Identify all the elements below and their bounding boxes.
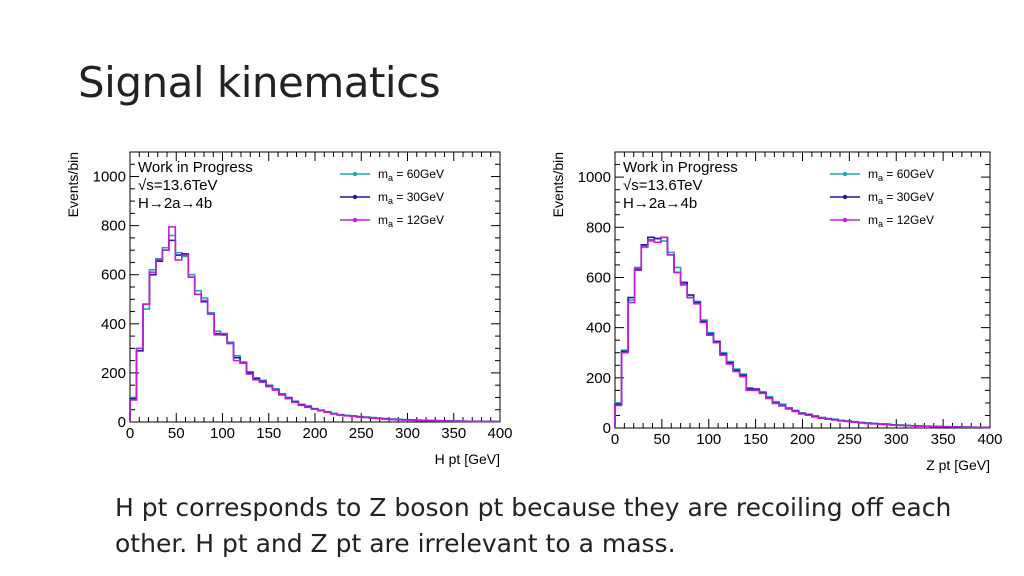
chart-2-annotation-line: H→2a→4b [623,195,697,212]
z-pt-histogram: 0 50 100 150 200 250 300 350 400 0 200 400 600 800 100… [550,151,1003,473]
chart-1-y-tick-label: 800 [101,218,126,235]
chart-2-y-tick-label: 600 [586,269,611,286]
chart-2-legend-label: ma = 30GeV [868,190,934,206]
chart-2-x-tick-label: 0 [611,431,619,448]
chart-1-x-tick-label: 350 [441,425,466,442]
chart-1-y-tick-label: 1000 [93,169,126,186]
chart-1-legend-label: ma = 60GeV [378,167,444,183]
chart-1-legend-marker [352,217,358,223]
chart-1-legend-marker [352,194,358,200]
chart-1-y-tick-label: 200 [101,365,126,382]
chart-2-x-axis-title: Z pt [GeV] [926,457,990,473]
chart-1-y-tick-label: 0 [118,414,126,431]
chart-1-x-tick-label: 50 [168,425,185,442]
chart-1-x-axis-title: H pt [GeV] [435,451,500,467]
chart-1-y-axis-title: Events/bin [65,152,81,217]
chart-1-x-tick-label: 0 [126,425,134,442]
chart-1-x-tick-label: 150 [256,425,281,442]
chart-2-x-tick-label: 100 [696,431,721,448]
chart-2-series-0-line [614,237,990,429]
chart-2-x-tick-label: 200 [790,431,815,448]
chart-1-x-tick-label: 300 [395,425,420,442]
chart-1-annotation-line: H→2a→4b [138,195,212,212]
chart-2-x-tick-label: 350 [931,431,956,448]
chart-2-y-tick-label: 400 [586,320,611,337]
chart-1-x-tick-label: 250 [349,425,374,442]
chart-2-y-tick-label: 200 [586,370,611,387]
chart-2-series-1-line [614,236,990,429]
chart-1-annotation-line: Work in Progress [138,159,253,176]
chart-2-x-tick-label: 250 [837,431,862,448]
chart-1-annotation-line: √s=13.6TeV [138,177,218,194]
chart-1-y-tick-label: 600 [101,267,126,284]
chart-1-legend-marker [352,171,358,177]
chart-1-y-tick-label: 400 [101,316,126,333]
chart-1-series-2-line [129,226,500,423]
chart-1-legend-label: ma = 30GeV [378,190,444,206]
chart-2-series-2-line [614,236,990,429]
chart-2-y-tick-label: 800 [586,219,611,236]
chart-1-series-0-line [129,234,500,423]
chart-1-legend-label: ma = 12GeV [378,213,444,229]
chart-2-legend-marker [842,194,848,200]
chart-2-annotation-line: Work in Progress [623,159,738,176]
chart-2-legend-label: ma = 60GeV [868,167,934,183]
chart-2-y-tick-label: 1000 [578,169,611,186]
chart-2-x-tick-label: 150 [743,431,768,448]
h-pt-histogram: 0 50 100 150 200 250 300 350 400 0 200 400 600 800 100… [65,151,513,467]
chart-2-x-tick-label: 50 [654,431,671,448]
slide-title: Signal kinematics [78,58,441,107]
chart-1-x-tick-label: 100 [210,425,235,442]
chart-2-legend-label: ma = 12GeV [868,213,934,229]
chart-2-annotation-line: √s=13.6TeV [623,177,703,194]
chart-2-x-tick-label: 400 [977,431,1002,448]
slide-caption: H pt corresponds to Z boson pt because t… [115,493,952,558]
chart-2-legend-marker [842,171,848,177]
chart-2-y-axis-title: Events/bin [550,152,566,217]
chart-1-series-1-line [129,239,500,423]
chart-2-x-tick-label: 300 [884,431,909,448]
chart-1-x-tick-label: 400 [487,425,512,442]
chart-2-y-tick-label: 0 [603,420,611,437]
chart-2-legend-marker [842,217,848,223]
chart-1-x-tick-label: 200 [302,425,327,442]
